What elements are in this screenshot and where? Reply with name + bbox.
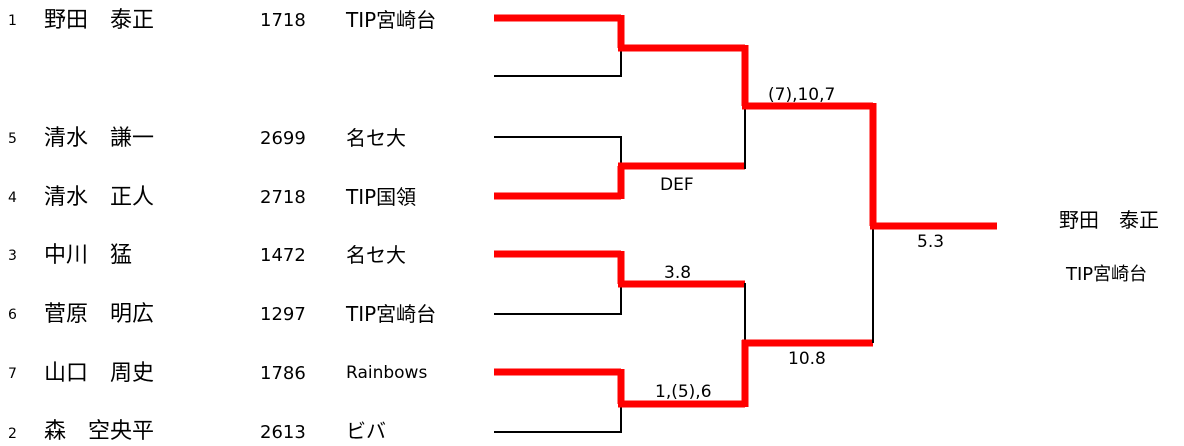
player-team: 名セ大 [346, 243, 406, 267]
player-seed: 3 [8, 248, 17, 264]
score-qf2: DEF [660, 175, 694, 195]
player-rating: 2613 [260, 422, 306, 443]
player-name: 菅原 明広 [44, 302, 155, 327]
player-team: TIP宮崎台 [346, 8, 437, 32]
player-seed: 7 [8, 366, 17, 382]
player-team: 名セ大 [346, 126, 406, 150]
player-team: TIP国領 [346, 185, 417, 209]
score-sf1: (7),10,7 [768, 85, 836, 105]
score-qf4: 1,(5),6 [655, 382, 712, 402]
player-rating: 2718 [260, 187, 306, 208]
player-seed: 4 [8, 190, 17, 206]
player-name: 中川 猛 [44, 243, 133, 268]
champion-team: TIP宮崎台 [1066, 264, 1148, 285]
player-rating: 1472 [260, 245, 306, 266]
player-seed: 6 [8, 307, 17, 323]
player-rating: 1718 [260, 10, 306, 31]
player-name: 清水 謙一 [44, 126, 155, 151]
score-sf2: 10.8 [788, 349, 826, 369]
player-name: 清水 正人 [44, 185, 155, 210]
player-seed: 2 [8, 426, 17, 442]
player-rating: 1786 [260, 363, 306, 384]
player-rating: 1297 [260, 304, 306, 325]
champion-name: 野田 泰正 [1059, 208, 1159, 232]
player-team: TIP宮崎台 [346, 302, 437, 326]
player-name: 野田 泰正 [44, 8, 155, 33]
player-team: Rainbows [346, 363, 428, 383]
player-name: 山口 周史 [44, 361, 155, 386]
score-final: 5.3 [917, 232, 945, 252]
score-qf3: 3.8 [664, 263, 692, 283]
player-rating: 2699 [260, 128, 306, 149]
player-seed: 5 [8, 131, 17, 147]
player-name: 森 空央平 [44, 419, 155, 444]
player-seed: 1 [8, 13, 17, 29]
player-team: ビバ [346, 419, 386, 443]
